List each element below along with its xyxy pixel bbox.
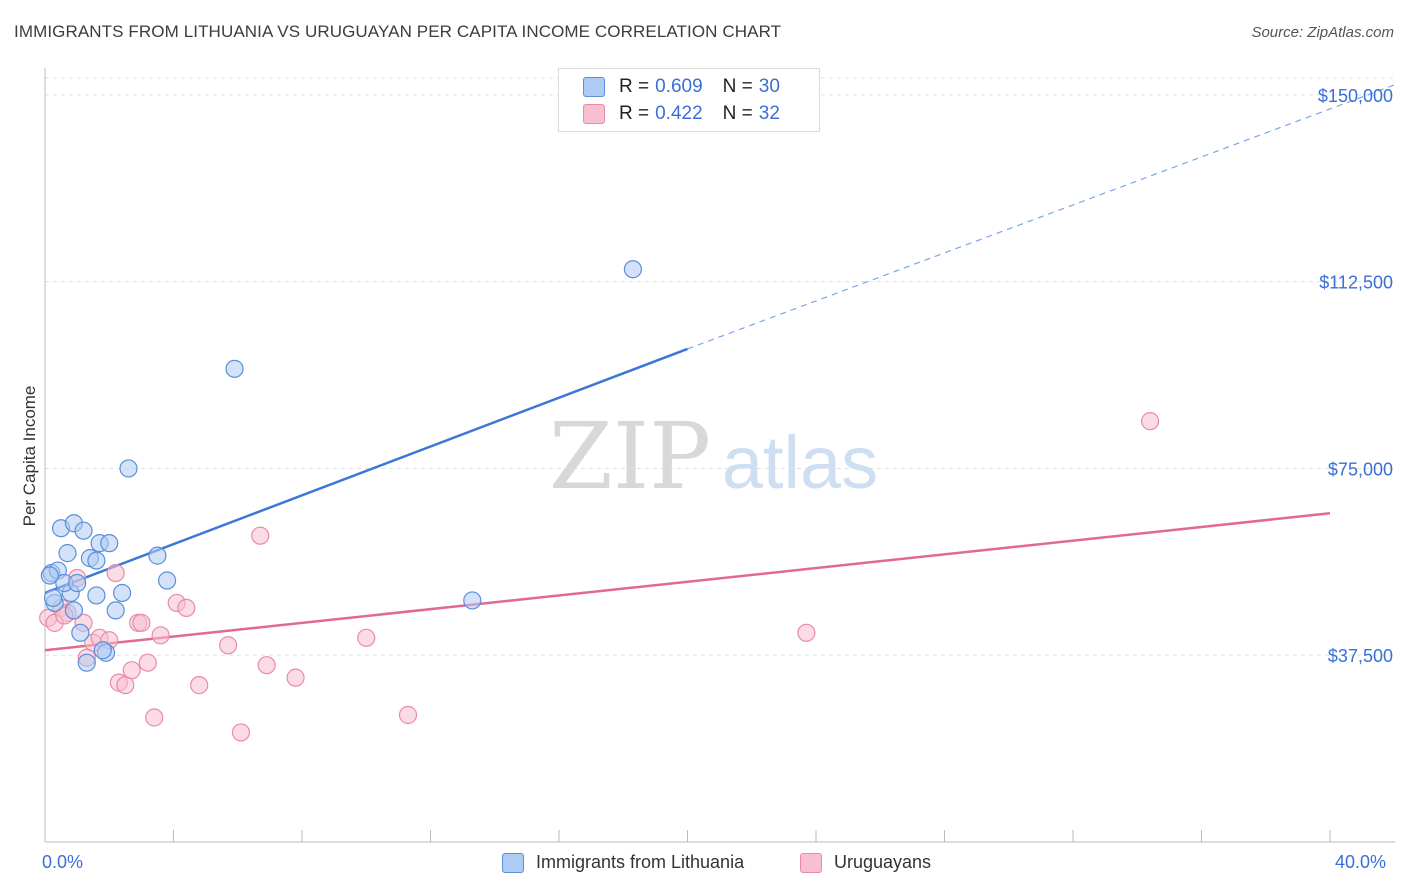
legend-row-uruguayans: R = 0.422 N = 32 — [583, 102, 780, 126]
trendline-uruguayans — [44, 512, 1331, 652]
point-lithuania — [106, 601, 125, 620]
chart-title: IMMIGRANTS FROM LITHUANIA VS URUGUAYAN P… — [14, 22, 782, 41]
grid-lines — [45, 77, 1395, 656]
bottom-legend-uruguayans: Uruguayans — [800, 852, 931, 873]
legend-r-value: 0.609 — [655, 76, 703, 97]
point-lithuania — [77, 653, 96, 672]
data-points — [39, 260, 1160, 742]
point-uruguayans — [122, 661, 141, 680]
watermark-zip: ZIP — [549, 403, 711, 510]
point-uruguayans — [257, 656, 276, 675]
point-lithuania — [68, 573, 87, 593]
point-lithuania — [119, 459, 138, 478]
legend-n-label: N = — [722, 76, 753, 97]
point-lithuania — [74, 521, 93, 540]
bottom-legend-swatch-lithuania — [502, 852, 524, 873]
axes — [44, 68, 1395, 843]
point-uruguayans — [151, 626, 170, 645]
y-tick-label: $37,500 — [1328, 646, 1393, 666]
point-uruguayans — [106, 563, 125, 583]
point-uruguayans — [190, 676, 209, 695]
y-tick-label: $112,500 — [1319, 273, 1393, 293]
point-uruguayans — [145, 708, 164, 727]
point-uruguayans — [797, 623, 816, 642]
legend-n-value: 32 — [758, 103, 780, 124]
point-uruguayans — [1140, 412, 1160, 431]
legend-n-value: 30 — [758, 76, 780, 97]
legend-swatch-lithuania — [583, 77, 605, 97]
y-tick-labels: $37,500 $75,000 $112,500 $150,000 — [1318, 86, 1393, 666]
bottom-legend-label-uruguayans: Uruguayans — [834, 852, 932, 872]
point-lithuania — [112, 583, 132, 603]
point-lithuania — [100, 534, 119, 553]
legend-r-label: R = — [619, 103, 650, 124]
source-credit: Source: ZipAtlas.com — [1251, 24, 1394, 41]
point-uruguayans — [398, 705, 418, 725]
point-lithuania — [623, 260, 642, 279]
legend-swatch-uruguayans — [583, 104, 605, 124]
legend-row-lithuania: R = 0.609 N = 30 — [583, 75, 780, 99]
point-uruguayans — [357, 628, 376, 647]
y-tick-label: $150,000 — [1318, 86, 1393, 106]
point-uruguayans — [286, 668, 305, 687]
x-max-label: 40.0% — [1335, 852, 1387, 872]
point-lithuania — [93, 641, 112, 660]
point-lithuania — [463, 591, 482, 610]
correlation-legend: R = 0.609 N = 30 R = 0.422 N = 32 — [558, 68, 820, 132]
point-uruguayans — [219, 636, 238, 655]
point-lithuania — [225, 359, 244, 378]
trendlines — [44, 84, 1395, 652]
point-uruguayans — [251, 526, 270, 545]
legend-r-label: R = — [619, 76, 650, 97]
point-lithuania — [148, 546, 167, 565]
point-lithuania — [87, 586, 106, 605]
point-lithuania — [157, 571, 177, 590]
bottom-legend-swatch-uruguayans — [800, 852, 822, 873]
point-lithuania — [87, 551, 106, 570]
point-lithuania — [43, 588, 63, 608]
point-uruguayans — [138, 653, 157, 672]
bottom-legend-label-lithuania: Immigrants from Lithuania — [536, 852, 745, 872]
point-uruguayans — [132, 613, 151, 632]
point-uruguayans — [177, 598, 196, 618]
watermark: ZIP atlas — [549, 403, 878, 510]
trendline-lithuania-extension — [687, 84, 1395, 350]
y-axis-label: Per Capita Income — [20, 385, 39, 527]
point-lithuania — [71, 623, 90, 642]
point-lithuania — [64, 601, 84, 620]
x-min-label: 0.0% — [42, 852, 84, 872]
point-uruguayans — [231, 723, 251, 742]
legend-n-label: N = — [722, 103, 753, 124]
bottom-legend-lithuania: Immigrants from Lithuania — [502, 852, 744, 873]
y-tick-label: $75,000 — [1328, 459, 1393, 479]
point-lithuania — [40, 566, 59, 585]
legend-r-value: 0.422 — [655, 103, 703, 124]
watermark-atlas: atlas — [722, 421, 878, 504]
point-lithuania — [58, 544, 77, 563]
